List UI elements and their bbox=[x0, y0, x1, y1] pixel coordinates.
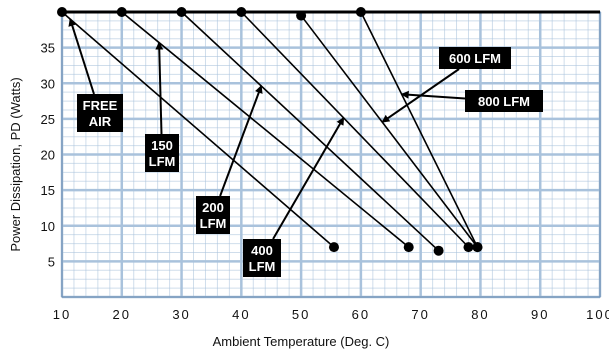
callout-box bbox=[196, 196, 230, 234]
y-tick-label: 10 bbox=[41, 219, 55, 234]
tick-labels: 10 20 30 40 50 60 70 80 90 100 35 30 25 20 15 10 5 bbox=[41, 41, 609, 322]
x-tick-label: 70 bbox=[411, 307, 429, 322]
data-point bbox=[403, 242, 414, 253]
data-point bbox=[328, 242, 339, 253]
callout-label: AIR bbox=[89, 114, 112, 129]
data-point bbox=[116, 7, 127, 17]
data-point bbox=[472, 242, 483, 253]
callout-label: LFM bbox=[249, 259, 276, 274]
callout-label: 200 bbox=[202, 200, 224, 215]
x-tick-label: 20 bbox=[113, 307, 131, 322]
x-axis-title: Ambient Temperature (Deg. C) bbox=[213, 334, 390, 349]
x-tick-label: 10 bbox=[53, 307, 71, 322]
grid bbox=[60, 10, 602, 299]
callout-label: 800 LFM bbox=[478, 94, 530, 109]
series-line-3 bbox=[240, 11, 470, 248]
data-point bbox=[236, 7, 247, 17]
callout-arrow bbox=[219, 85, 263, 197]
y-tick-label: 20 bbox=[41, 148, 55, 163]
y-tick-label: 5 bbox=[48, 254, 55, 269]
x-tick-label: 40 bbox=[232, 307, 250, 322]
series-line-1 bbox=[121, 11, 410, 248]
callout-arrows bbox=[68, 18, 466, 240]
x-tick-label: 80 bbox=[471, 307, 489, 322]
data-point bbox=[433, 245, 444, 256]
x-tick-label: 60 bbox=[352, 307, 370, 322]
series-points bbox=[57, 7, 483, 256]
y-tick-label: 35 bbox=[41, 41, 55, 56]
series-line-2 bbox=[181, 11, 440, 252]
series-line-0 bbox=[61, 11, 335, 248]
callout-label: 150 bbox=[151, 138, 173, 153]
callout-box bbox=[243, 239, 281, 277]
data-point bbox=[355, 7, 366, 17]
data-point bbox=[176, 7, 187, 17]
y-tick-label: 15 bbox=[41, 183, 55, 198]
series-lines bbox=[61, 11, 479, 252]
callout-label: 600 LFM bbox=[449, 51, 501, 66]
y-axis-title: Power Dissipation, PD (Watts) bbox=[8, 77, 23, 251]
callout-box bbox=[465, 90, 543, 112]
x-tick-label: 50 bbox=[292, 307, 310, 322]
callout-label: FREE bbox=[83, 98, 118, 113]
y-tick-label: 25 bbox=[41, 112, 55, 127]
callout-box bbox=[77, 94, 123, 132]
series-line-4 bbox=[300, 15, 479, 248]
callout-arrow bbox=[155, 41, 164, 135]
callout-5: 800 LFM bbox=[465, 90, 543, 112]
y-tick-label: 30 bbox=[41, 76, 55, 91]
x-tick-label: 100 bbox=[586, 307, 609, 322]
callout-arrow bbox=[68, 18, 95, 95]
data-point bbox=[296, 10, 307, 21]
callout-arrow bbox=[272, 116, 345, 240]
callout-label: LFM bbox=[200, 216, 227, 231]
x-tick-label: 30 bbox=[172, 307, 190, 322]
callout-4: 600 LFM bbox=[439, 47, 511, 69]
callout-arrow bbox=[400, 90, 466, 100]
callout-box bbox=[439, 47, 511, 69]
data-point bbox=[57, 7, 67, 17]
data-point bbox=[463, 242, 474, 253]
callout-box bbox=[145, 134, 179, 172]
callout-label: LFM bbox=[149, 154, 176, 169]
callout-label: 400 bbox=[251, 243, 273, 258]
x-tick-label: 90 bbox=[531, 307, 549, 322]
series-line-5 bbox=[360, 11, 479, 248]
